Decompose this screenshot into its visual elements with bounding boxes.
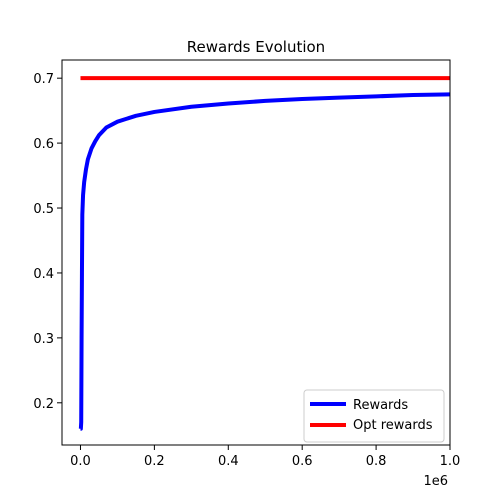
legend-label-opt-rewards: Opt rewards [353, 418, 433, 433]
y-axis: 0.2 0.3 0.4 0.5 0.6 0.7 [33, 72, 62, 412]
y-tick-label: 0.3 [33, 332, 54, 347]
axes-frame [61, 59, 451, 446]
x-tick-label: 0.8 [366, 454, 387, 469]
plot-area [78, 76, 451, 431]
x-tick-label: 0.2 [144, 454, 165, 469]
y-tick-label: 0.4 [33, 267, 54, 282]
series-line-rewards [78, 92, 451, 431]
y-tick-label: 0.5 [33, 202, 54, 217]
x-tick-label: 1.0 [440, 454, 461, 469]
chart-title: Rewards Evolution [187, 38, 325, 56]
x-tick-label: 0.6 [292, 454, 313, 469]
y-tick-label: 0.2 [33, 397, 54, 412]
y-tick-label: 0.6 [33, 137, 54, 152]
y-tick-label: 0.7 [33, 72, 54, 87]
x-tick-label: 0.4 [218, 454, 239, 469]
x-axis: 0.0 0.2 0.4 0.6 0.8 1.0 [70, 445, 460, 469]
x-offset-label: 1e6 [423, 474, 448, 489]
legend-label-rewards: Rewards [353, 398, 408, 413]
legend: Rewards Opt rewards [303, 389, 445, 443]
x-tick-label: 0.0 [70, 454, 91, 469]
